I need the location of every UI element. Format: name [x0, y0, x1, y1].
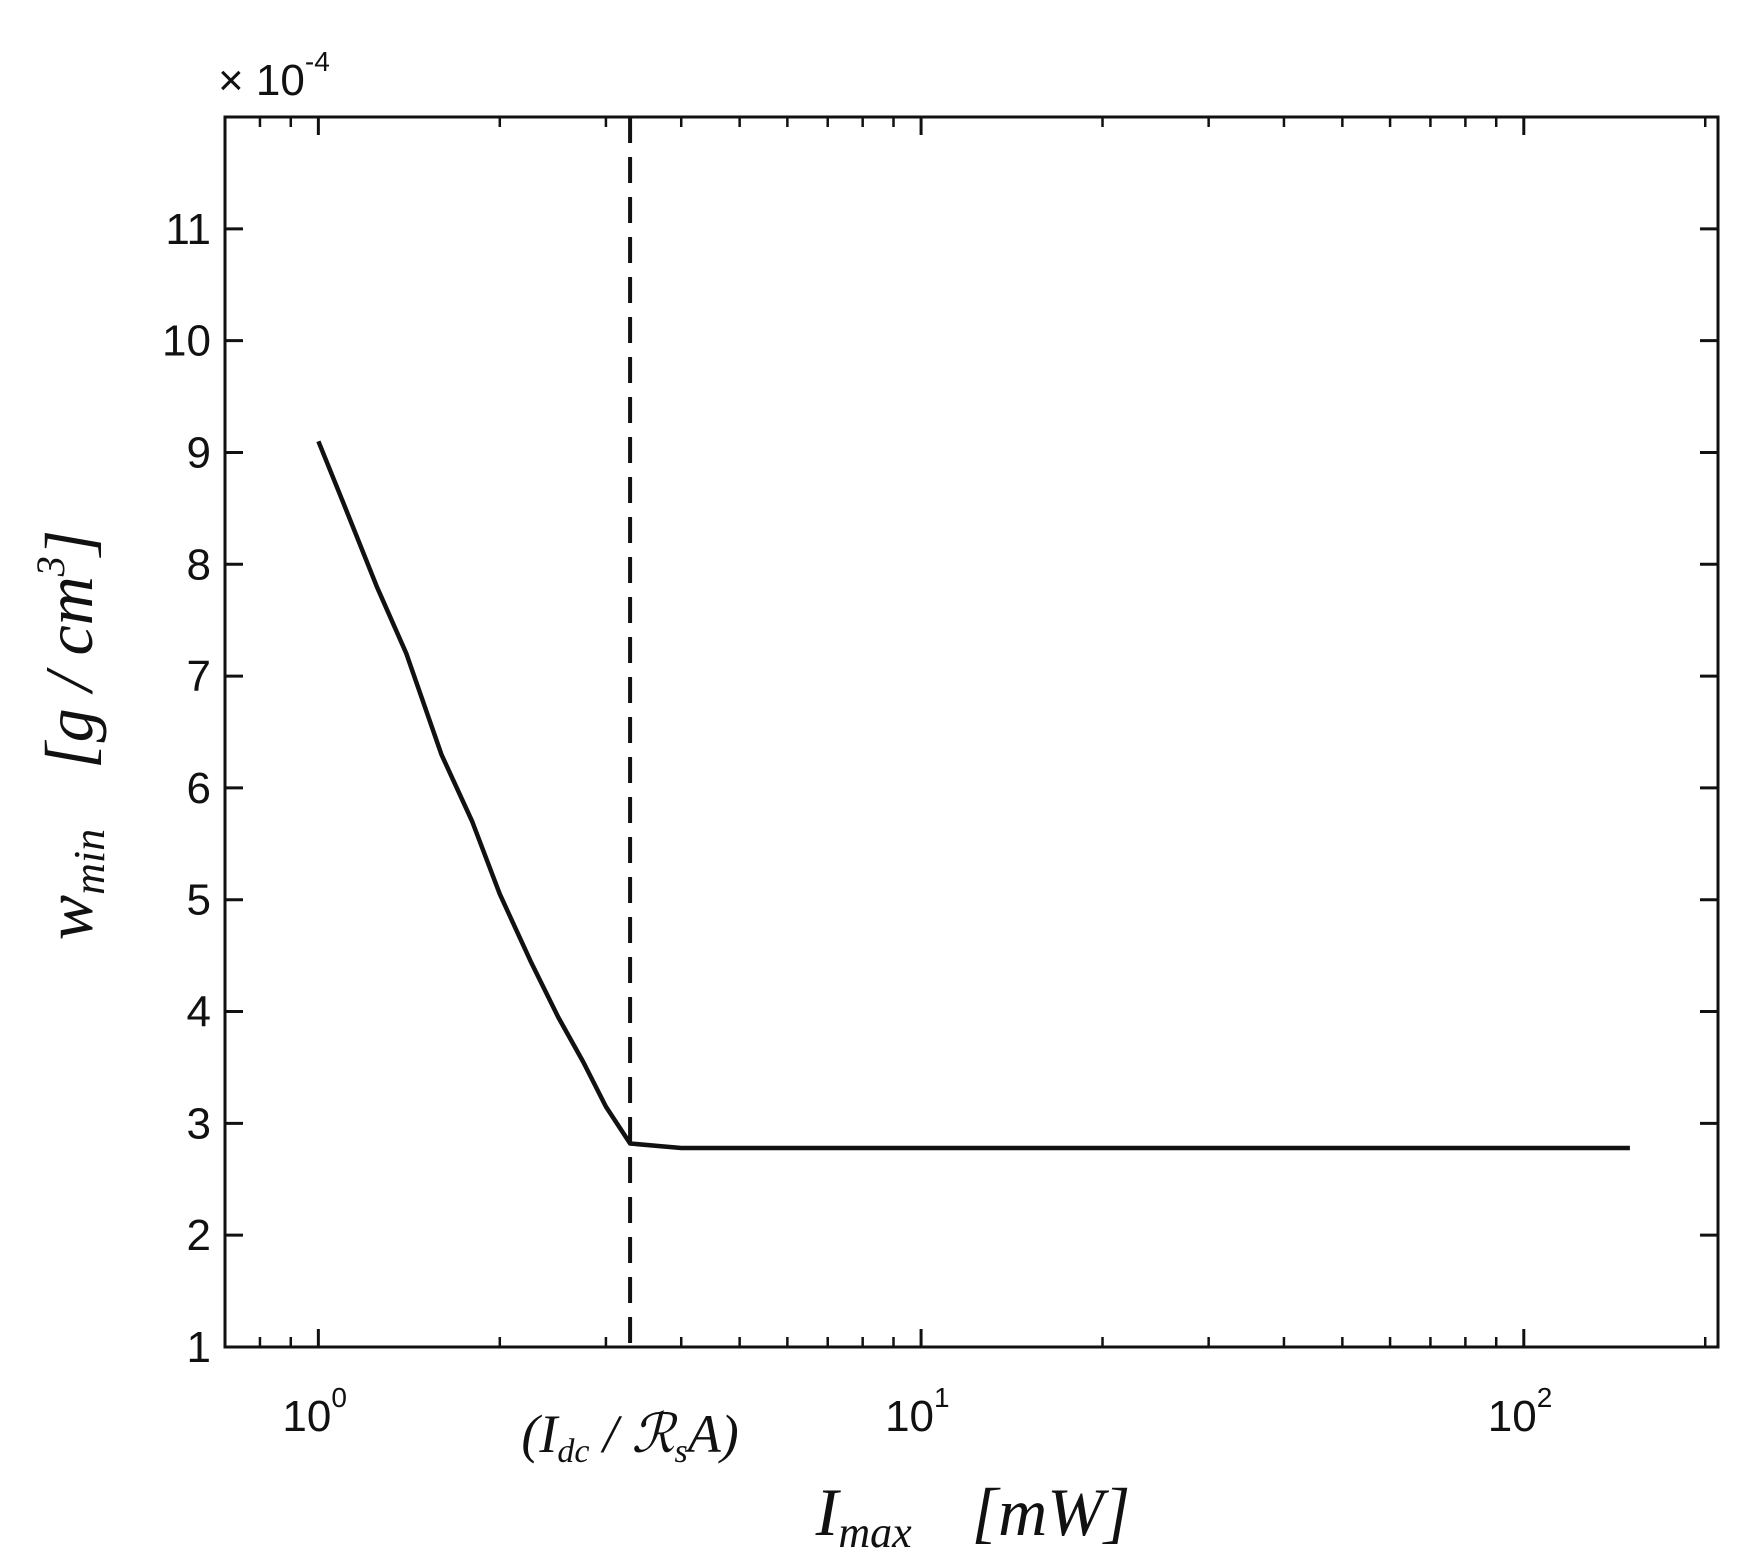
y-axis-label-group: wmin [g / cm3] — [28, 530, 114, 940]
plot-frame — [223, 115, 1720, 1349]
threshold-label-open: (I — [521, 1404, 560, 1464]
x-tick-base: 10 — [885, 1392, 934, 1441]
y-tick-label: 10 — [162, 317, 211, 366]
threshold-label-mid: / ℛ — [589, 1404, 678, 1464]
threshold-label-sub-s: s — [675, 1433, 688, 1470]
y-tick-label: 7 — [187, 652, 211, 701]
x-tick-exp: 0 — [331, 1382, 347, 1413]
x-axis-label-sub: max — [838, 1508, 912, 1553]
x-tick-exp: 2 — [1537, 1382, 1553, 1413]
y-tick-label: 9 — [187, 428, 211, 477]
x-axis-label: Imax [mW] — [815, 1474, 1131, 1553]
x-axis-label-unit: [mW] — [972, 1474, 1131, 1550]
x-tick-label: 101 — [885, 1382, 950, 1441]
y-tick-label: 4 — [187, 988, 211, 1037]
y-axis-label-main: w — [31, 895, 107, 940]
y-tick-label: 11 — [165, 205, 211, 254]
x-tick-label: 102 — [1488, 1382, 1553, 1441]
y-tick-label: 2 — [187, 1211, 211, 1260]
threshold-label-close: A) — [685, 1404, 739, 1464]
y-tick-label: 6 — [187, 764, 211, 813]
series-line — [316, 440, 1630, 1151]
y-axis-label: wmin [g / cm3] — [28, 530, 114, 940]
y-axis-label-unit: [g / cm — [31, 576, 107, 769]
x-tick-exp: 1 — [934, 1382, 950, 1413]
y-axis-label-sub: min — [65, 829, 114, 895]
x-axis-label-main: I — [815, 1474, 842, 1550]
y-axis-label-unit-close: ] — [31, 530, 107, 558]
y-tick-label: 1 — [187, 1323, 211, 1372]
y-axis-label-unit-exp: 3 — [28, 556, 73, 577]
y-multiplier-prefix: × 10 — [218, 56, 305, 105]
y-tick-label: 8 — [187, 540, 211, 589]
y-multiplier-exp: -4 — [305, 46, 330, 77]
y-tick-label: 5 — [187, 876, 211, 925]
y-tick-label: 3 — [187, 1099, 211, 1148]
y-multiplier: × 10-4 — [218, 46, 330, 105]
threshold-label: (Idc / ℛsA) — [521, 1404, 738, 1470]
x-tick-base: 10 — [1488, 1392, 1537, 1441]
threshold-label-sub-dc: dc — [557, 1433, 589, 1470]
x-tick-label: 100 — [282, 1382, 347, 1441]
x-tick-base: 10 — [282, 1392, 331, 1441]
